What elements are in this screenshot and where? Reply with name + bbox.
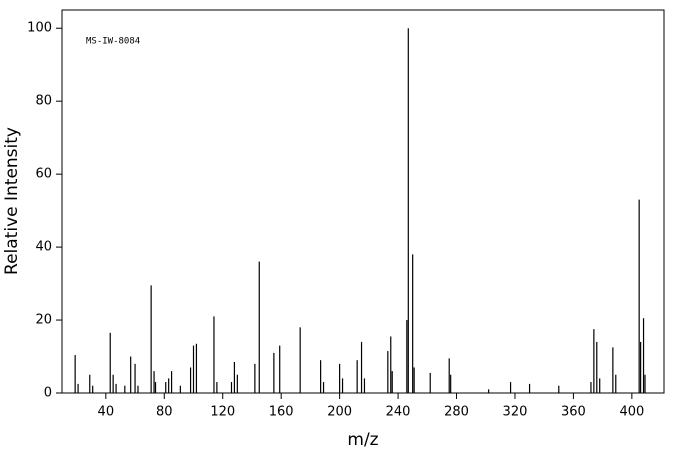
y-tick-label: 20 xyxy=(35,313,52,328)
y-tick-label: 40 xyxy=(35,240,52,255)
x-tick-label: 120 xyxy=(210,405,235,420)
x-tick-label: 160 xyxy=(269,405,294,420)
x-tick-label: 40 xyxy=(98,405,115,420)
y-tick-label: 60 xyxy=(35,167,52,182)
y-tick-label: 80 xyxy=(35,94,52,109)
x-tick-label: 360 xyxy=(561,405,586,420)
y-tick-label: 0 xyxy=(44,386,52,401)
x-axis-label: m/z xyxy=(347,430,378,450)
plot-frame xyxy=(61,9,665,394)
y-tick-label: 100 xyxy=(27,21,52,36)
x-tick-label: 320 xyxy=(503,405,528,420)
x-tick-label: 400 xyxy=(619,405,644,420)
y-axis-label: Relative Intensity xyxy=(2,127,22,275)
x-tick-label: 280 xyxy=(444,405,469,420)
x-tick-label: 80 xyxy=(156,405,173,420)
x-tick-label: 240 xyxy=(386,405,411,420)
x-tick-label: 200 xyxy=(327,405,352,420)
annotation: MS-IW-8084 xyxy=(86,37,140,47)
